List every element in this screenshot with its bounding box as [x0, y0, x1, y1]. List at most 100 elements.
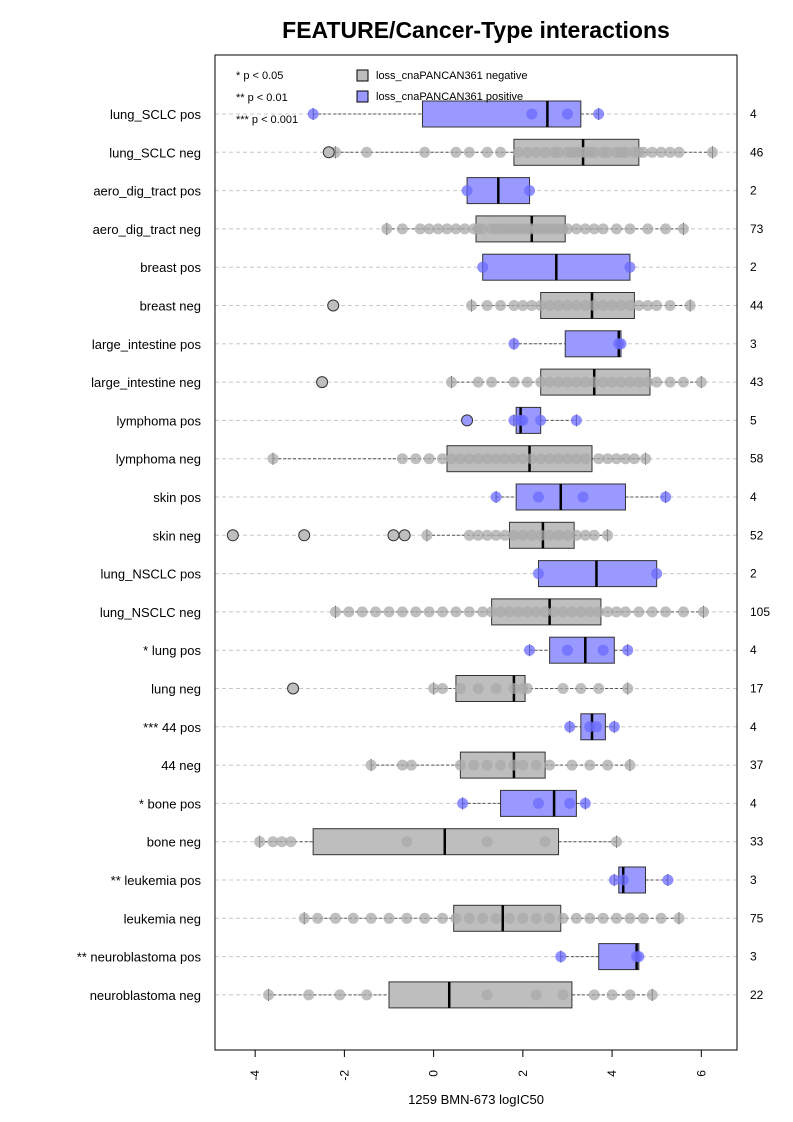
data-point	[646, 989, 658, 1001]
data-point	[593, 453, 605, 465]
data-point	[512, 146, 524, 158]
data-point	[381, 223, 393, 235]
sig-legend-2: ** p < 0.01	[236, 92, 288, 104]
data-point	[495, 759, 507, 771]
data-point	[579, 797, 591, 809]
data-point	[619, 453, 631, 465]
data-point	[619, 146, 631, 158]
data-point	[539, 836, 551, 848]
data-point	[347, 912, 359, 924]
data-point	[423, 223, 435, 235]
data-point	[423, 453, 435, 465]
data-point	[570, 414, 582, 426]
data-point	[579, 453, 591, 465]
data-point	[608, 721, 620, 733]
data-point	[651, 568, 663, 580]
data-point	[611, 606, 623, 618]
data-point	[508, 300, 520, 311]
data-point	[437, 453, 449, 465]
legend: * p < 0.05 ** p < 0.01 *** p < 0.001 los…	[236, 69, 527, 126]
data-point	[405, 759, 417, 771]
data-point	[539, 146, 551, 158]
row-count: 4	[750, 107, 757, 121]
data-point	[495, 146, 507, 158]
data-point	[530, 146, 542, 158]
row-count: 43	[750, 375, 764, 389]
data-point	[588, 529, 600, 541]
data-point	[495, 606, 507, 618]
data-point	[530, 912, 542, 924]
row-label: lymphoma neg	[116, 452, 201, 467]
data-point	[555, 951, 567, 963]
data-point	[481, 759, 493, 771]
outlier-point	[316, 376, 329, 389]
data-point	[597, 223, 609, 235]
outlier-point	[327, 299, 340, 312]
data-point	[267, 836, 279, 848]
outlier-point	[226, 529, 239, 542]
data-point	[557, 606, 569, 618]
data-point	[437, 683, 449, 694]
outlier-point	[387, 529, 400, 542]
data-point	[553, 529, 565, 541]
data-point	[673, 912, 685, 924]
data-point	[593, 108, 605, 120]
x-tick-label: -2	[337, 1070, 351, 1081]
data-point	[481, 453, 493, 465]
data-point	[593, 683, 605, 694]
data-point	[553, 453, 565, 465]
data-point	[535, 453, 547, 465]
data-point	[481, 836, 493, 848]
data-point	[597, 376, 609, 388]
data-point	[561, 529, 573, 541]
data-point	[508, 338, 520, 350]
data-point	[450, 223, 462, 235]
data-point	[307, 108, 319, 120]
box-positive	[421, 100, 582, 128]
data-point	[588, 223, 600, 235]
data-point	[602, 453, 614, 465]
data-point	[655, 912, 667, 924]
data-point	[396, 223, 408, 235]
data-point	[579, 529, 591, 541]
box-negative	[312, 828, 560, 856]
data-point	[517, 414, 529, 426]
row-count: 22	[750, 988, 764, 1002]
data-point	[544, 529, 556, 541]
data-point	[575, 683, 587, 694]
data-point	[503, 912, 515, 924]
row-label: breast pos	[140, 260, 201, 275]
data-point	[664, 146, 676, 158]
data-point	[401, 836, 413, 848]
data-point	[517, 300, 529, 311]
outlier-point	[461, 414, 474, 427]
data-point	[508, 683, 520, 694]
data-point	[633, 300, 645, 311]
data-point	[570, 223, 582, 235]
row-count: 4	[750, 720, 757, 734]
data-point	[642, 223, 654, 235]
data-point	[524, 185, 536, 197]
row-count: 44	[750, 299, 764, 313]
chart-title: FEATURE/Cancer-Type interactions	[282, 17, 670, 43]
data-point	[481, 300, 493, 311]
data-point	[329, 606, 341, 618]
data-point	[535, 529, 547, 541]
data-point	[508, 453, 520, 465]
row-count: 4	[750, 643, 757, 657]
data-point	[276, 836, 288, 848]
data-point	[329, 912, 341, 924]
data-point	[660, 606, 672, 618]
data-point	[365, 759, 377, 771]
data-point	[664, 300, 676, 311]
data-point	[437, 606, 449, 618]
data-point	[561, 223, 573, 235]
data-point	[624, 376, 636, 388]
data-point	[597, 912, 609, 924]
outlier-point	[287, 682, 300, 695]
row-count: 105	[750, 605, 770, 619]
data-point	[597, 644, 609, 656]
data-point	[570, 912, 582, 924]
data-point	[521, 606, 533, 618]
